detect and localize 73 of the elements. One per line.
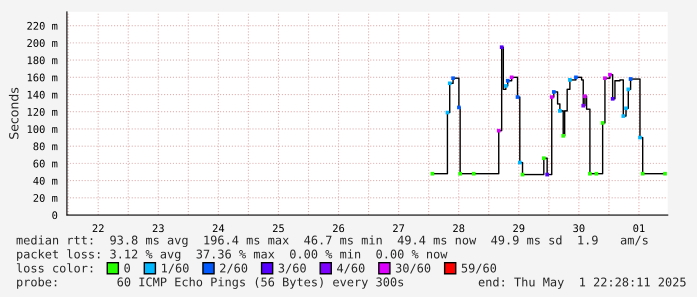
point [624, 106, 628, 110]
y-tick-label: 180 m [28, 56, 58, 64]
point [520, 172, 524, 176]
point [663, 172, 667, 176]
x-tick-label: 01 [633, 224, 644, 232]
point [510, 75, 514, 80]
point [558, 109, 562, 113]
y-tick-label: 20 m [34, 194, 58, 202]
point [516, 95, 520, 99]
x-tick-label: 22 [92, 224, 104, 232]
y-tick-label: 200 m [27, 39, 58, 47]
y-tick-label: 40 m [33, 176, 58, 185]
legend-label: 0 [124, 264, 130, 273]
x-tick-label: 30 [573, 224, 584, 232]
legend-label: 30/60 [396, 264, 430, 274]
y-tick-label: 100 m [28, 125, 58, 134]
point [600, 121, 604, 125]
point [518, 160, 522, 164]
point [608, 72, 612, 77]
point [545, 172, 549, 176]
point [496, 128, 501, 133]
point [581, 104, 586, 108]
y-tick-label: 220 m [27, 22, 58, 30]
text: median rtt: 93.8 ms avg 196.4 ms max 46.7 ms min 49.4 ms now 49.9 ms sd 1.9 am/s [16, 235, 648, 247]
y-tick-label: 140 m [28, 90, 58, 99]
point [451, 76, 455, 80]
legend-label: 59/60 [462, 264, 496, 274]
point [472, 172, 476, 176]
point [626, 88, 630, 92]
point [628, 77, 632, 81]
point [552, 90, 556, 94]
point [640, 172, 645, 176]
x-tick-label: 23 [152, 224, 164, 232]
x-tick-label: 26 [333, 224, 344, 232]
x-tick-label: 29 [513, 224, 524, 232]
point [542, 156, 546, 160]
point [574, 75, 578, 80]
point [621, 114, 626, 118]
legend-label: 1/60 [162, 264, 189, 274]
point [610, 96, 614, 101]
y-axis-title: Seconds [8, 88, 19, 139]
legend-title: loss color: [16, 263, 92, 273]
point [594, 172, 598, 176]
y-tick-label: 160 m [28, 74, 58, 82]
point [458, 172, 462, 176]
point [504, 84, 508, 88]
text: packet loss: 3.12 % avg 37.36 % max 0.00 % min 0.00 % now [17, 249, 448, 261]
point [603, 76, 607, 80]
point [430, 172, 434, 176]
point [446, 110, 450, 114]
point [457, 106, 461, 110]
point [448, 81, 452, 86]
x-tick-label: 24 [212, 224, 224, 232]
x-tick-label: 28 [453, 224, 464, 232]
legend-label: 3/60 [278, 264, 306, 274]
point [550, 95, 554, 99]
text: probe: 60 ICMP Echo Pings (56 Bytes) every 300s [17, 277, 404, 289]
x-tick-label: 27 [393, 224, 404, 232]
point [583, 94, 587, 98]
y-tick-label: 80 m [33, 142, 58, 150]
legend-label: 4/60 [337, 264, 364, 274]
y-tick-label: 0 [52, 211, 58, 220]
x-tick-label: 25 [272, 224, 284, 232]
point [568, 78, 572, 82]
text: end: Thu May 1 22:28:11 2025 [478, 277, 686, 289]
point [561, 134, 566, 138]
point [588, 172, 592, 176]
y-tick-label: 60 m [33, 160, 58, 168]
point [506, 78, 510, 83]
point [500, 45, 504, 50]
point [638, 136, 642, 140]
legend-label: 2/60 [220, 264, 248, 274]
y-tick-label: 120 m [28, 108, 58, 116]
